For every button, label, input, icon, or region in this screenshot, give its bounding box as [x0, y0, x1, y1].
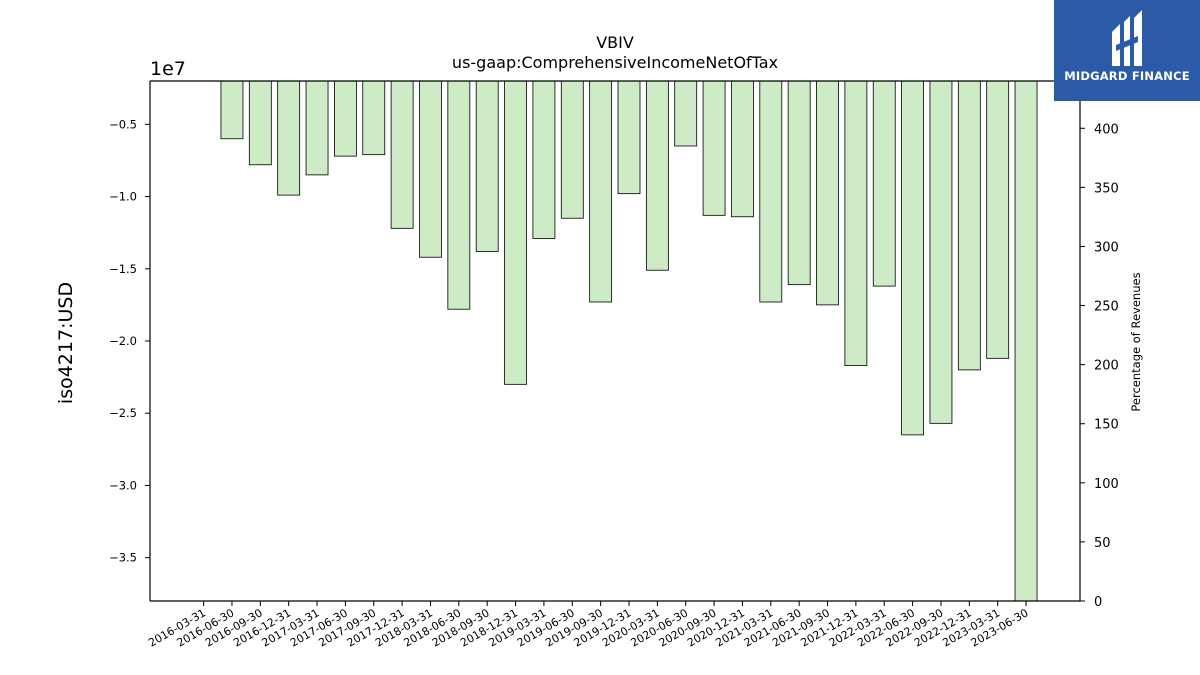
y2-tick-label: 50 — [1094, 536, 1111, 551]
y-tick-label: −2.0 — [109, 334, 137, 348]
bar — [248, 80, 272, 166]
bar — [759, 80, 783, 303]
bar — [929, 80, 953, 424]
logo-text: MIDGARD FINANCE — [1064, 69, 1190, 83]
bar — [645, 80, 669, 271]
bar — [901, 80, 924, 436]
bar — [674, 80, 698, 147]
y-tick-label: −0.5 — [109, 117, 137, 131]
y2-tick-label: 250 — [1094, 300, 1119, 315]
y-tick-label: −3.0 — [109, 478, 137, 492]
bar — [1014, 80, 1038, 602]
bar — [447, 80, 471, 310]
bar — [702, 80, 726, 216]
y-tick-label: −2.5 — [109, 406, 137, 420]
bar — [589, 80, 613, 303]
bar — [362, 80, 386, 156]
bar — [560, 80, 584, 219]
y-tick-label: −1.0 — [109, 190, 137, 204]
bar — [419, 80, 442, 258]
y2-tick-label: 0 — [1094, 595, 1102, 610]
bar — [504, 80, 527, 385]
y-axis-label: iso4217:USD — [55, 282, 77, 404]
y2-tick-label: 150 — [1094, 418, 1119, 433]
bar — [844, 80, 868, 366]
bar — [475, 80, 499, 252]
y-tick-label: −1.5 — [109, 262, 137, 276]
y2-tick-label: 300 — [1094, 240, 1119, 255]
chart-title: VBIV — [596, 33, 634, 52]
y2-tick-label: 200 — [1094, 359, 1119, 374]
y-offset-text: 1e7 — [150, 58, 186, 80]
bar — [390, 80, 414, 229]
y-tick-label: −3.5 — [109, 551, 137, 565]
bar — [816, 80, 839, 306]
bar — [220, 80, 244, 140]
bar — [787, 80, 811, 286]
bar — [532, 80, 556, 239]
bar — [617, 80, 641, 195]
y2-tick-label: 350 — [1094, 181, 1119, 196]
midgard-finance-logo: MIDGARD FINANCE — [1054, 0, 1200, 101]
y2-axis-label: Percentage of Revenues — [1129, 272, 1143, 411]
bar — [333, 80, 357, 157]
y2-tick-label: 400 — [1094, 122, 1119, 137]
y2-tick-label: 100 — [1094, 477, 1119, 492]
chart-subtitle: us-gaap:ComprehensiveIncomeNetOfTax — [452, 53, 778, 72]
bar — [986, 80, 1010, 359]
midgard-logo-icon — [1112, 10, 1142, 66]
bar — [305, 80, 329, 176]
bar — [731, 80, 754, 218]
bar — [277, 80, 301, 196]
bar — [957, 80, 981, 371]
bar — [872, 80, 896, 287]
